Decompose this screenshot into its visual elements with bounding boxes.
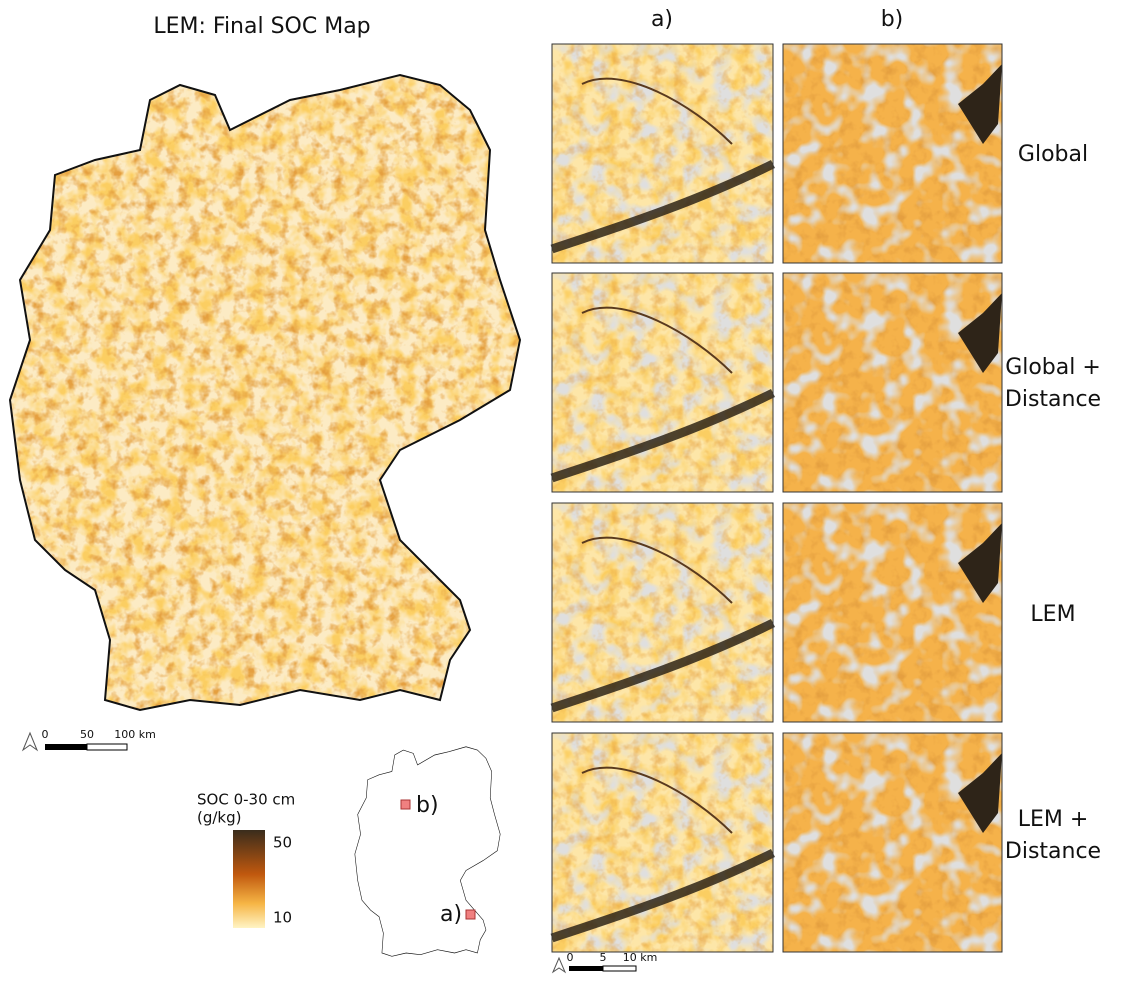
scale-label: 0 xyxy=(42,728,49,741)
row-label: Global xyxy=(1018,142,1088,167)
scale-label: 50 xyxy=(80,728,94,741)
panel-scale-bar xyxy=(569,966,636,971)
legend-min: 10 xyxy=(273,909,292,927)
locator-label: a) xyxy=(440,902,462,927)
row-label: Distance xyxy=(1005,387,1101,412)
panel-grid xyxy=(552,44,1002,952)
scale-bar xyxy=(45,744,127,750)
locator-label: b) xyxy=(416,793,439,818)
row-label: Distance xyxy=(1005,839,1101,864)
legend-title: (g/kg) xyxy=(197,809,242,827)
map-title: LEM: Final SOC Map xyxy=(153,14,370,39)
legend-max: 50 xyxy=(273,834,292,852)
north-arrow xyxy=(23,733,37,750)
row-label: LEM xyxy=(1030,602,1075,627)
scale-label: 100 km xyxy=(114,728,156,741)
scale-label: 10 km xyxy=(623,951,658,964)
row-label: Global + xyxy=(1005,355,1101,380)
germany-map xyxy=(10,75,520,710)
figure: LEM: Final SOC Map 0 50 100 km SOC 0-30 … xyxy=(0,0,1121,977)
row-label: LEM + xyxy=(1018,807,1089,832)
north-arrow xyxy=(553,958,565,972)
scale-label: 0 xyxy=(567,951,574,964)
legend-title: SOC 0-30 cm xyxy=(197,791,295,809)
locator-map xyxy=(355,747,500,957)
scale-label: 5 xyxy=(600,951,607,964)
column-label: a) xyxy=(651,7,673,32)
column-label: b) xyxy=(881,7,904,32)
legend-colorbar xyxy=(233,830,265,928)
